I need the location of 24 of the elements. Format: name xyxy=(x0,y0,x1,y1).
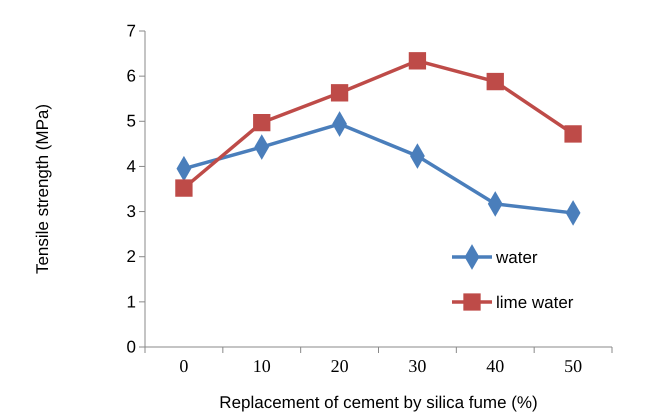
y-tick-label: 3 xyxy=(126,202,136,222)
y-axis-title: Tensile strength (MPa) xyxy=(33,104,52,274)
x-tick-label: 0 xyxy=(179,356,188,376)
point xyxy=(175,179,193,197)
x-tick-label: 10 xyxy=(252,356,271,376)
point xyxy=(330,84,348,102)
y-tick-label: 5 xyxy=(126,112,136,131)
y-tick-label: 0 xyxy=(126,337,136,356)
legend-label: lime water xyxy=(496,293,574,312)
y-tick-label: 1 xyxy=(126,292,136,312)
point xyxy=(253,114,270,132)
point xyxy=(486,72,504,90)
point xyxy=(564,125,582,143)
x-tick-label: 50 xyxy=(564,356,582,376)
x-tick-label: 30 xyxy=(408,356,426,376)
x-tick-label: 40 xyxy=(486,356,504,376)
x-tick-label: 20 xyxy=(330,356,349,376)
point xyxy=(408,52,426,70)
x-axis-title: Replacement of cement by silica fume (%) xyxy=(219,393,538,412)
y-tick-label: 6 xyxy=(126,66,136,86)
y-tick-label: 7 xyxy=(126,21,136,40)
legend-label: water xyxy=(495,248,538,267)
y-tick-label: 4 xyxy=(126,156,136,176)
y-tick-label: 2 xyxy=(126,247,136,266)
